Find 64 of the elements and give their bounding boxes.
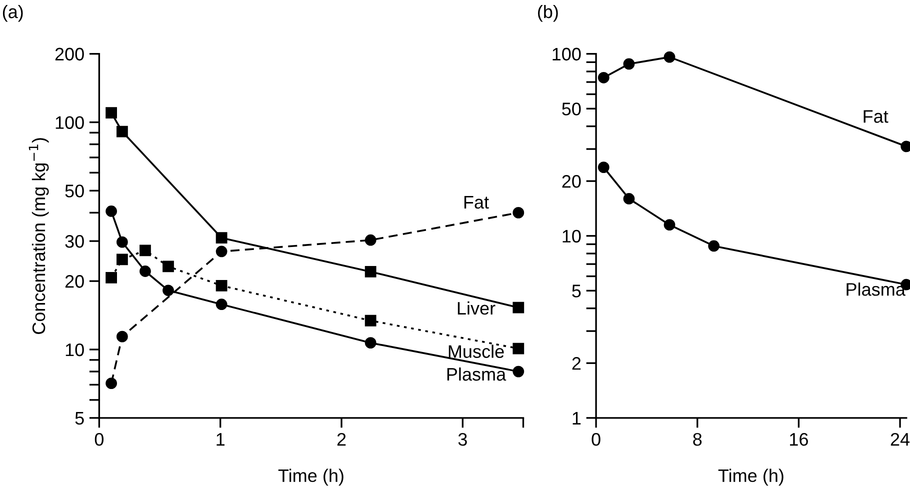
point bbox=[216, 298, 228, 310]
x-axis-title: Time (h) bbox=[278, 468, 344, 486]
point bbox=[512, 206, 524, 218]
point bbox=[512, 342, 524, 354]
y-tick-label: 5 bbox=[75, 412, 84, 425]
point bbox=[140, 266, 151, 277]
point bbox=[216, 280, 228, 292]
y-tick-label: 10 bbox=[66, 343, 84, 356]
text: (b) bbox=[538, 4, 558, 22]
point bbox=[598, 72, 610, 84]
y-tick-label: 200 bbox=[55, 48, 84, 61]
point bbox=[364, 234, 376, 246]
point bbox=[106, 107, 117, 119]
point bbox=[116, 236, 128, 248]
point bbox=[664, 51, 676, 63]
point bbox=[512, 302, 524, 314]
x-tick-label: 0 bbox=[94, 432, 104, 446]
y-tick-label: 10 bbox=[562, 230, 581, 243]
x-tick-label: 1 bbox=[216, 433, 224, 446]
point bbox=[598, 162, 610, 174]
point bbox=[116, 254, 128, 266]
x-tick-label: 8 bbox=[693, 432, 702, 446]
point bbox=[623, 58, 635, 70]
x-tick-label: 24 bbox=[890, 432, 910, 446]
y-tick-label: 50 bbox=[562, 102, 581, 116]
y-tick-label: 5 bbox=[572, 284, 581, 298]
point bbox=[364, 266, 376, 278]
y-tick-label: 20 bbox=[65, 275, 84, 288]
point bbox=[216, 246, 228, 258]
x-tick-label: 16 bbox=[790, 432, 808, 446]
y-tick-label: 100 bbox=[552, 48, 581, 61]
point bbox=[364, 337, 376, 349]
y-tick-label: 1 bbox=[572, 412, 581, 424]
point bbox=[512, 366, 524, 378]
point bbox=[162, 284, 174, 296]
point bbox=[140, 244, 151, 256]
series-label: Fat bbox=[864, 110, 888, 123]
series-label: Liver bbox=[458, 301, 496, 315]
x-tick-label: 2 bbox=[337, 432, 346, 446]
point bbox=[116, 330, 128, 342]
y-tick-label: 20 bbox=[562, 175, 581, 188]
point bbox=[216, 232, 228, 244]
series-label: Muscle bbox=[448, 344, 504, 358]
y-tick-label: 2 bbox=[572, 357, 581, 370]
series-label: Plasma bbox=[846, 282, 906, 296]
point bbox=[116, 126, 128, 138]
series-label: Plasma bbox=[447, 367, 506, 381]
x-tick-label: 3 bbox=[458, 432, 467, 446]
point bbox=[708, 240, 720, 252]
y-tick-label: 50 bbox=[65, 184, 84, 198]
point bbox=[623, 193, 635, 204]
y-tick-label: 30 bbox=[65, 235, 84, 248]
series-label: Fat bbox=[464, 196, 489, 209]
point bbox=[364, 314, 376, 326]
y-axis-title: Concentration (mg kg$^{−1}$) bbox=[28, 138, 49, 334]
point bbox=[664, 219, 676, 231]
point bbox=[106, 272, 117, 284]
point bbox=[162, 260, 174, 272]
y-tick-label: 100 bbox=[56, 116, 84, 129]
x-axis-title: Time (h) bbox=[718, 468, 784, 486]
text: (a) bbox=[2, 4, 23, 22]
point bbox=[106, 206, 117, 217]
x-tick-label: 0 bbox=[592, 432, 600, 446]
point bbox=[106, 378, 117, 390]
